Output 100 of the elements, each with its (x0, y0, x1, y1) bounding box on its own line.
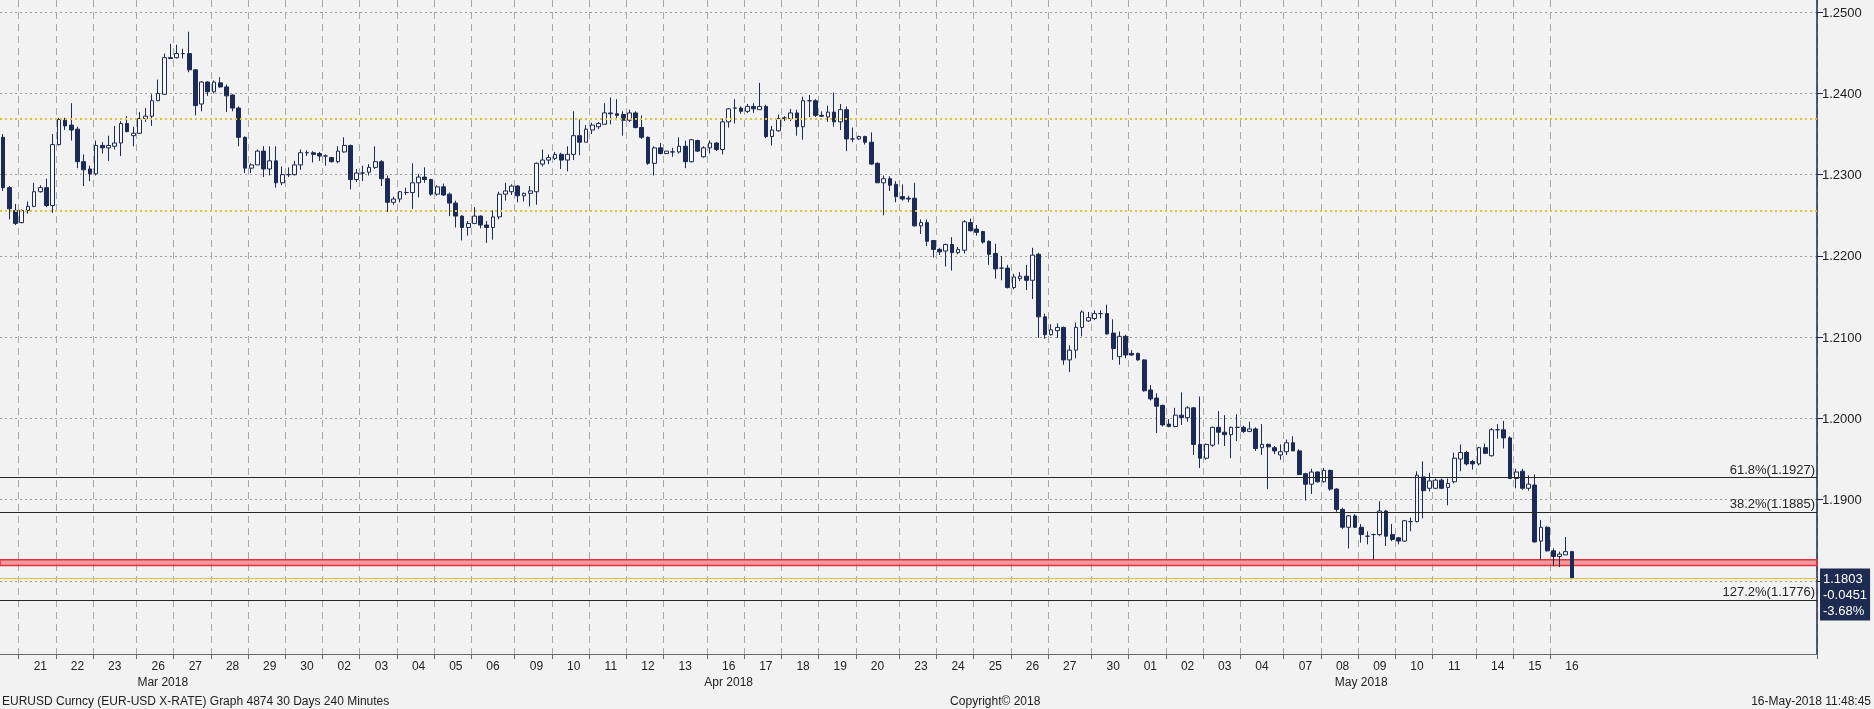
x-tick-label: 13 (678, 659, 693, 673)
candlestick (1353, 513, 1357, 529)
candlestick (1408, 517, 1413, 532)
candlestick (323, 153, 328, 167)
candlestick (888, 175, 892, 192)
candlestick (1167, 418, 1171, 428)
candlestick (143, 107, 148, 123)
x-tick-label: 12 (641, 659, 656, 673)
candlestick (1136, 352, 1140, 362)
ref-line-label: 61.8%(1.1927) (1729, 461, 1815, 477)
text: Apr 2018 (704, 675, 754, 689)
candlestick (708, 140, 712, 155)
candlestick (826, 105, 830, 123)
candlestick (1229, 426, 1233, 459)
candlestick (125, 115, 129, 133)
candlestick (1105, 304, 1109, 336)
x-tick-label: 09 (529, 659, 544, 673)
candlestick (1291, 435, 1295, 452)
ref-line-label: 127.2%(1.1776) (1722, 584, 1815, 600)
candlestick (1074, 322, 1078, 359)
x-tick-label: 01 (1143, 659, 1158, 673)
candlestick (677, 136, 681, 155)
x-tick-label: 20 (870, 659, 885, 673)
candlestick (398, 190, 402, 203)
candlestick (993, 243, 998, 280)
candlestick (764, 104, 768, 139)
x-tick-label: 25 (988, 659, 1003, 673)
x-tick-label: 02 (1180, 659, 1195, 673)
x-tick-label: 16 (1565, 659, 1580, 673)
x-tick-label: 30 (1106, 659, 1121, 673)
x-tick-label: 23 (914, 659, 928, 673)
x-tick-label: 19 (833, 659, 848, 673)
x-tick-label: 27 (188, 659, 203, 673)
y-tick-label: 1.2100 (1822, 329, 1862, 345)
candlestick (863, 135, 867, 146)
candlestick (367, 163, 371, 176)
x-tick-label: 21 (33, 659, 48, 673)
candlestick (987, 239, 991, 266)
y-tick-label: 1.2500 (1822, 4, 1862, 20)
x-tick-label: 22 (70, 659, 85, 673)
candlestick (1260, 423, 1264, 456)
candlestick (832, 92, 836, 128)
candlestick (1, 133, 5, 192)
candlestick (950, 236, 954, 272)
candlestick (1359, 523, 1364, 544)
candlestick (981, 230, 985, 245)
candlestick (57, 117, 61, 146)
x-tick-label: 26 (151, 659, 166, 673)
candlestick (88, 165, 92, 182)
candlestick (919, 218, 923, 235)
candlestick (553, 151, 557, 161)
candlestick (1365, 530, 1370, 545)
candlestick (1508, 435, 1512, 480)
x-tick-label: 14 (1490, 659, 1505, 673)
ref-line-label: 1.1803 -0.0451 -3.68% (1823, 570, 1868, 618)
candlestick (329, 156, 334, 163)
candlestick (119, 120, 123, 157)
candlestick (646, 135, 650, 166)
candlestick (894, 180, 898, 203)
candlestick (26, 200, 30, 215)
x-tick-label: 29 (263, 659, 277, 673)
x-tick-label: 03 (374, 659, 389, 673)
y-tick-label: 1.1900 (1822, 492, 1862, 508)
candlestick (63, 117, 67, 131)
candlestick (1080, 309, 1084, 337)
x-tick-label: 11 (604, 659, 618, 673)
candlestick (32, 182, 36, 208)
x-tick-label: 18 (796, 659, 811, 673)
x-tick-label: 04 (1255, 659, 1269, 673)
candlestick (925, 218, 929, 247)
candlestick (615, 98, 619, 121)
candlestick (1415, 470, 1419, 523)
candlestick (776, 114, 781, 133)
x-tick-label: 02 (337, 659, 352, 673)
x-tick-label: 11 (1447, 659, 1461, 673)
ref-line-label: 38.2%(1.1885) (1729, 495, 1815, 511)
candlestick (150, 93, 154, 127)
candlestick (212, 79, 216, 94)
x-tick-label: 17 (759, 659, 773, 673)
candlestick (956, 246, 960, 255)
x-tick-label: 23 (108, 659, 122, 673)
candlestick (1539, 519, 1543, 561)
candlestick (857, 135, 861, 141)
candlestick (1043, 313, 1047, 340)
candlestick (733, 98, 737, 124)
x-tick-label: 26 (1025, 659, 1040, 673)
candlestick (460, 214, 464, 241)
candlestick (770, 125, 774, 146)
text: May 2018 (1334, 675, 1388, 689)
text: EURUSD Curncy (EUR-USD X-RATE) Graph 4874 30 Days 240 Minutes (2, 694, 390, 708)
candlestick (1477, 446, 1481, 467)
x-tick-label: 05 (449, 659, 463, 673)
text: Copyright© 2018 (950, 694, 1041, 708)
candlestick (243, 135, 247, 174)
candlestick (850, 127, 855, 143)
candlestick (795, 109, 799, 137)
x-tick-label: 08 (1335, 659, 1350, 673)
candlestick (94, 140, 98, 176)
candlestick (7, 185, 12, 220)
x-tick-label: 04 (411, 659, 426, 673)
